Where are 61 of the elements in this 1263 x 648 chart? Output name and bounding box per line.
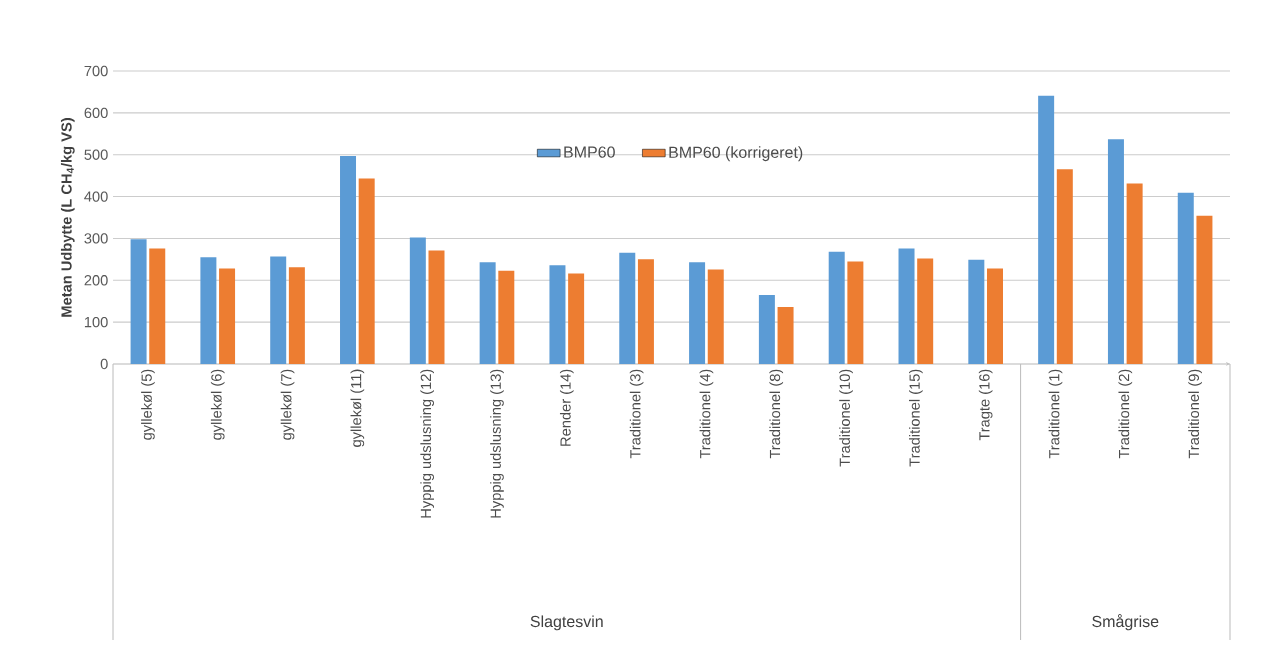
x-tick-label: Traditionel (15) bbox=[909, 369, 923, 467]
y-tick-label: 0 bbox=[100, 358, 108, 370]
legend-label: BMP60 (korrigeret) bbox=[669, 146, 803, 162]
x-tick-label: Hyppig udslusning (12) bbox=[420, 369, 434, 518]
bar bbox=[707, 269, 724, 364]
bar bbox=[219, 268, 236, 364]
bar bbox=[200, 257, 217, 364]
bar bbox=[568, 273, 585, 364]
x-tick-label: Traditionel (9) bbox=[1188, 369, 1202, 459]
bar bbox=[1126, 183, 1143, 364]
bar bbox=[428, 250, 445, 364]
x-tick-label: Traditionel (10) bbox=[839, 369, 853, 467]
bar bbox=[1056, 169, 1073, 364]
y-tick-label: 400 bbox=[84, 191, 108, 202]
x-tick-label: gyllekøl (6) bbox=[210, 369, 225, 440]
text: Slagtesvin bbox=[530, 615, 603, 631]
bar bbox=[987, 268, 1003, 364]
bar bbox=[1038, 95, 1055, 364]
x-tick-label: Traditionel (2) bbox=[1118, 369, 1133, 459]
y-tick-label: 700 bbox=[84, 65, 108, 77]
bar bbox=[340, 155, 357, 364]
bar bbox=[288, 267, 305, 364]
y-tick-label: 200 bbox=[84, 275, 108, 286]
bar bbox=[637, 259, 654, 364]
bar bbox=[1107, 139, 1124, 364]
bar bbox=[149, 248, 166, 364]
bar bbox=[917, 258, 934, 364]
bar bbox=[409, 237, 426, 364]
x-tick-label: Traditionel (3) bbox=[629, 369, 644, 459]
x-tick-label: gyllekøl (5) bbox=[141, 369, 155, 440]
bar bbox=[358, 178, 375, 364]
text: Smågrise bbox=[1092, 614, 1159, 631]
bar bbox=[828, 251, 845, 364]
x-tick-label: gyllekøl (7) bbox=[280, 369, 295, 440]
bar bbox=[689, 262, 706, 364]
x-tick-label: Render (14) bbox=[559, 369, 574, 446]
bar bbox=[619, 252, 636, 364]
bar bbox=[898, 248, 915, 364]
y-tick-label: 100 bbox=[84, 316, 108, 328]
bar bbox=[968, 259, 985, 364]
bar bbox=[270, 256, 287, 364]
bar bbox=[1177, 192, 1194, 364]
y-tick-label: 500 bbox=[84, 149, 108, 160]
text: Metan Udbytte (L CH$_{4}$/kg VS) bbox=[60, 118, 75, 317]
bar bbox=[847, 261, 864, 364]
bar bbox=[777, 307, 794, 364]
x-tick-label: gyllekøl (11) bbox=[350, 369, 365, 447]
x-tick-label: Traditionel (8) bbox=[769, 369, 784, 459]
legend-label: BMP60 bbox=[564, 146, 615, 158]
bar bbox=[549, 265, 566, 364]
x-tick-label: Traditionel (1) bbox=[1048, 369, 1063, 459]
x-tick-label: Hyppig udslusning (13) bbox=[490, 369, 504, 518]
bar bbox=[479, 262, 496, 364]
y-tick-label: 600 bbox=[84, 107, 108, 119]
bar bbox=[498, 270, 515, 364]
y-tick-label: 300 bbox=[84, 233, 108, 244]
x-tick-label: Tragte (16) bbox=[978, 369, 993, 441]
bar bbox=[130, 239, 147, 364]
bar bbox=[758, 294, 775, 364]
x-tick-label: Traditionel (4) bbox=[699, 369, 714, 459]
bar bbox=[1196, 215, 1213, 364]
